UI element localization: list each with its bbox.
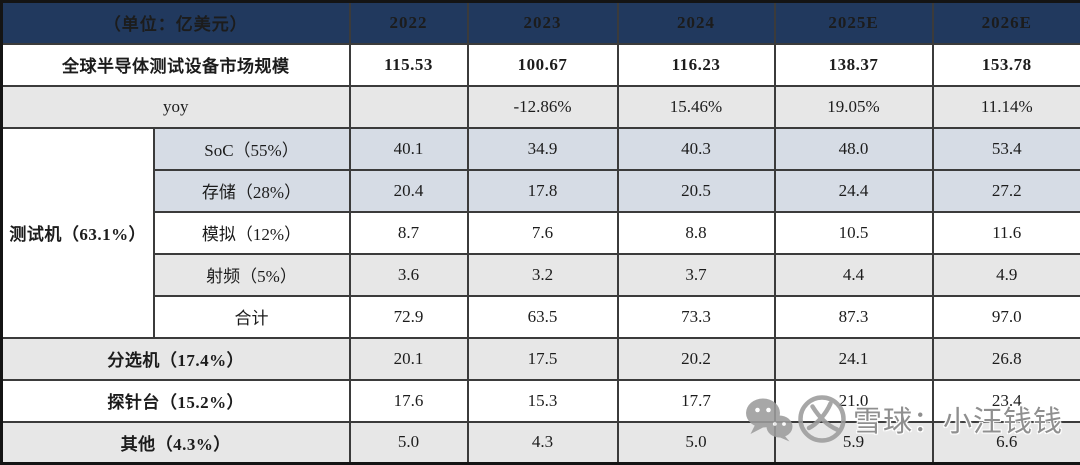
value-cell: 17.5 (468, 338, 618, 380)
value-cell: 11.6 (933, 212, 1080, 254)
value-cell: 116.23 (618, 44, 775, 86)
value-cell: 8.8 (618, 212, 775, 254)
value-cell: 3.7 (618, 254, 775, 296)
sub-row-label: 模拟（12%） (154, 212, 350, 254)
value-cell: -12.86% (468, 86, 618, 128)
value-cell: 6.6 (933, 422, 1080, 464)
row-label: 其他（4.3%） (2, 422, 350, 464)
value-cell: 63.5 (468, 296, 618, 338)
value-cell: 17.8 (468, 170, 618, 212)
other-row: 其他（4.3%） 5.0 4.3 5.0 5.9 6.6 (2, 422, 1080, 464)
row-label: 探针台（15.2%） (2, 380, 350, 422)
value-cell: 17.7 (618, 380, 775, 422)
value-cell: 27.2 (933, 170, 1080, 212)
market-size-row: 全球半导体测试设备市场规模 115.53 100.67 116.23 138.3… (2, 44, 1080, 86)
col-header-2026e: 2026E (933, 2, 1080, 44)
sub-row-label: 射频（5%） (154, 254, 350, 296)
value-cell: 20.1 (350, 338, 468, 380)
value-cell: 72.9 (350, 296, 468, 338)
sub-row-label: 存储（28%） (154, 170, 350, 212)
value-cell: 20.4 (350, 170, 468, 212)
sub-row-label: 合计 (154, 296, 350, 338)
value-cell: 20.5 (618, 170, 775, 212)
value-cell: 73.3 (618, 296, 775, 338)
value-cell: 24.4 (775, 170, 933, 212)
value-cell: 20.2 (618, 338, 775, 380)
tester-total-row: 合计 72.9 63.5 73.3 87.3 97.0 (2, 296, 1080, 338)
yoy-row: yoy -12.86% 15.46% 19.05% 11.14% (2, 86, 1080, 128)
col-header-2024: 2024 (618, 2, 775, 44)
value-cell: 138.37 (775, 44, 933, 86)
header-row: （单位：亿美元） 2022 2023 2024 2025E 2026E (2, 2, 1080, 44)
col-header-2022: 2022 (350, 2, 468, 44)
prober-row: 探针台（15.2%） 17.6 15.3 17.7 21.0 23.4 (2, 380, 1080, 422)
value-cell: 5.9 (775, 422, 933, 464)
row-label: yoy (2, 86, 350, 128)
tester-soc-row: 测试机（63.1%） SoC（55%） 40.1 34.9 40.3 48.0 … (2, 128, 1080, 170)
value-cell: 100.67 (468, 44, 618, 86)
value-cell: 3.2 (468, 254, 618, 296)
value-cell: 40.1 (350, 128, 468, 170)
value-cell: 21.0 (775, 380, 933, 422)
tester-rf-row: 射频（5%） 3.6 3.2 3.7 4.4 4.9 (2, 254, 1080, 296)
value-cell: 26.8 (933, 338, 1080, 380)
unit-header-cell: （单位：亿美元） (2, 2, 350, 44)
value-cell: 3.6 (350, 254, 468, 296)
value-cell: 15.3 (468, 380, 618, 422)
value-cell: 7.6 (468, 212, 618, 254)
value-cell: 11.14% (933, 86, 1080, 128)
value-cell: 23.4 (933, 380, 1080, 422)
value-cell: 17.6 (350, 380, 468, 422)
value-cell: 115.53 (350, 44, 468, 86)
value-cell: 5.0 (350, 422, 468, 464)
row-label: 分选机（17.4%） (2, 338, 350, 380)
value-cell: 4.9 (933, 254, 1080, 296)
value-cell: 53.4 (933, 128, 1080, 170)
tester-analog-row: 模拟（12%） 8.7 7.6 8.8 10.5 11.6 (2, 212, 1080, 254)
value-cell: 5.0 (618, 422, 775, 464)
row-label: 全球半导体测试设备市场规模 (2, 44, 350, 86)
value-cell: 8.7 (350, 212, 468, 254)
col-header-2023: 2023 (468, 2, 618, 44)
value-cell: 4.4 (775, 254, 933, 296)
value-cell: 153.78 (933, 44, 1080, 86)
value-cell: 48.0 (775, 128, 933, 170)
value-cell: 19.05% (775, 86, 933, 128)
sub-row-label: SoC（55%） (154, 128, 350, 170)
value-cell: 34.9 (468, 128, 618, 170)
value-cell: 40.3 (618, 128, 775, 170)
value-cell: 4.3 (468, 422, 618, 464)
value-cell: 10.5 (775, 212, 933, 254)
value-cell: 24.1 (775, 338, 933, 380)
col-header-2025e: 2025E (775, 2, 933, 44)
value-cell: 97.0 (933, 296, 1080, 338)
value-cell: 87.3 (775, 296, 933, 338)
tester-group-label: 测试机（63.1%） (2, 128, 154, 338)
tester-storage-row: 存储（28%） 20.4 17.8 20.5 24.4 27.2 (2, 170, 1080, 212)
sorter-row: 分选机（17.4%） 20.1 17.5 20.2 24.1 26.8 (2, 338, 1080, 380)
value-cell: 15.46% (618, 86, 775, 128)
value-cell (350, 86, 468, 128)
